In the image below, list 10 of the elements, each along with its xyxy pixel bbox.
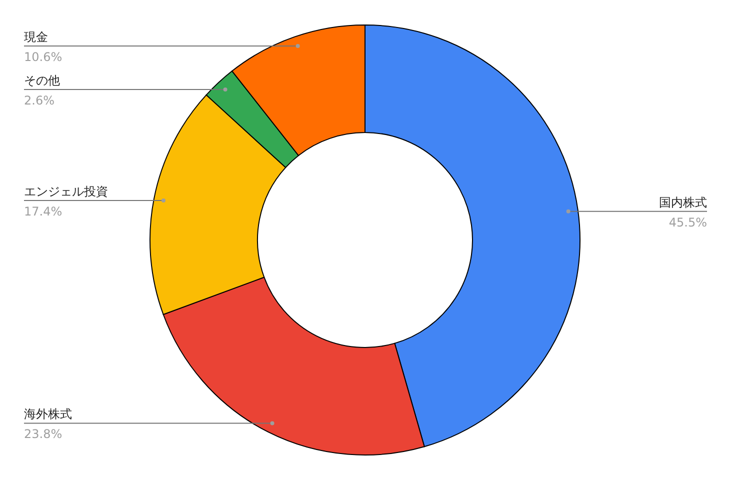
data-label: 2.6%	[24, 94, 54, 108]
data-label: 45.5%	[668, 215, 707, 230]
slice-label: 現金	[24, 30, 48, 44]
data-label: 10.6%	[24, 50, 62, 64]
data-label: 23.8%	[24, 427, 62, 442]
slice-label: 国内株式	[659, 195, 707, 210]
data-label: 17.4%	[24, 204, 62, 219]
slice-label: その他	[24, 74, 60, 88]
slice-label: 海外株式	[24, 407, 72, 422]
slice-label: エンジェル投資	[24, 184, 108, 199]
